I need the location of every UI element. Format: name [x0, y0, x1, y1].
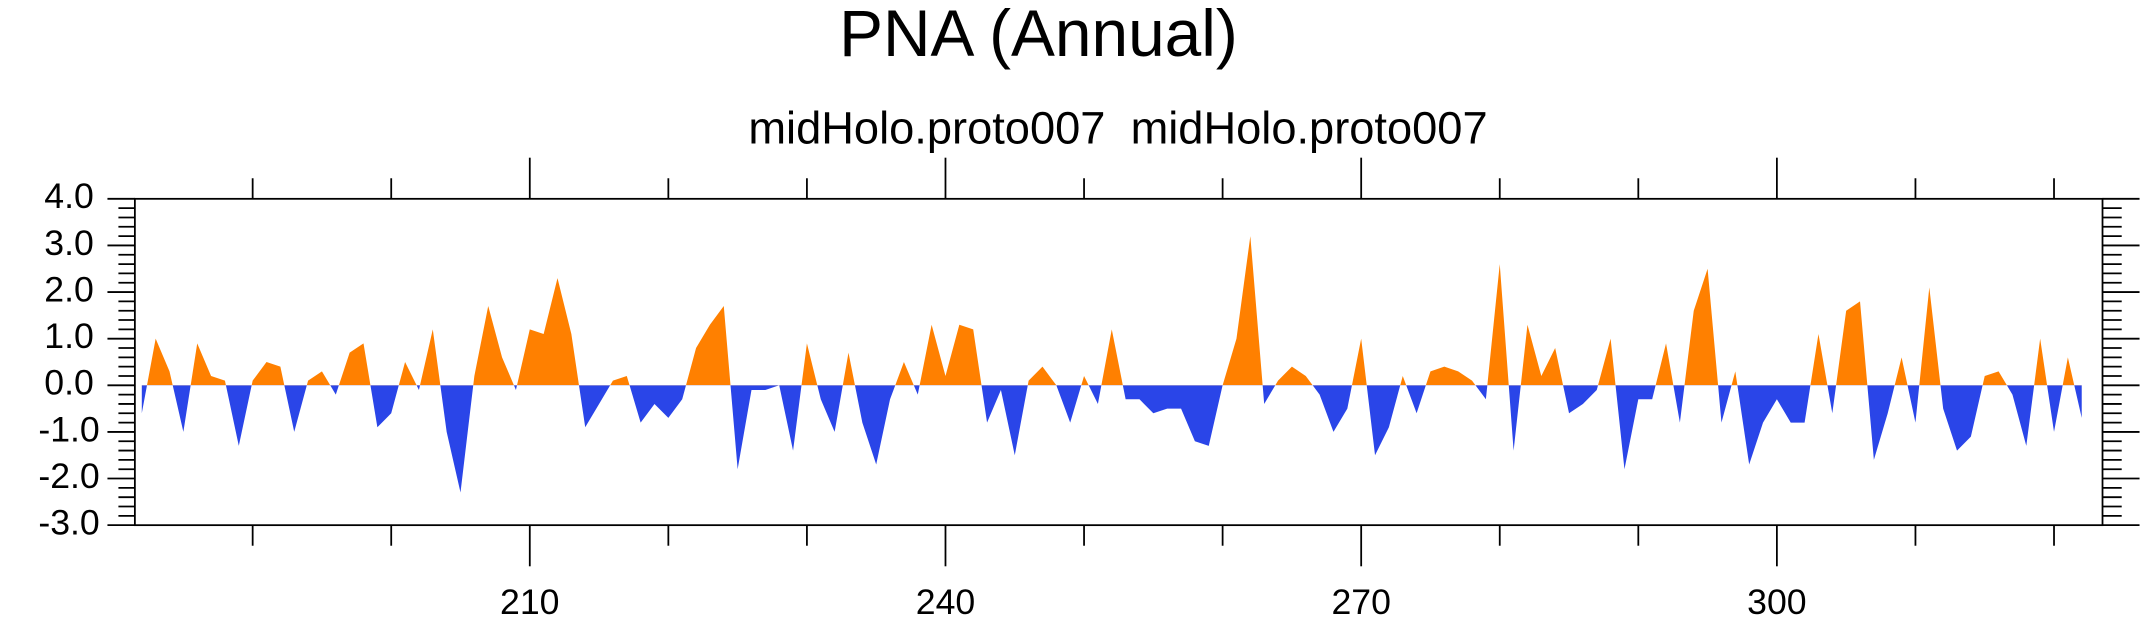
y-tick-label: 4.0: [44, 176, 94, 216]
y-tick-label: 3.0: [44, 223, 94, 263]
y-tick-label: 1.0: [44, 316, 94, 356]
y-tick-label: -3.0: [38, 503, 99, 543]
x-tick-label: 270: [1331, 582, 1390, 622]
chart-subtitle: midHolo.proto007 midHolo.proto007: [748, 103, 1487, 154]
x-tick-label: 240: [916, 582, 975, 622]
x-tick-label: 210: [500, 582, 559, 622]
plot-frame: [133, 197, 2104, 527]
positive-area: [141, 236, 2082, 386]
chart-title: PNA (Annual): [839, 0, 1238, 70]
x-tick-label: 300: [1747, 582, 1806, 622]
y-tick-label: -2.0: [38, 456, 99, 496]
y-tick-label: 0.0: [44, 363, 94, 403]
y-tick-label: 2.0: [44, 269, 94, 309]
y-tick-label: -1.0: [38, 409, 99, 449]
negative-area: [141, 385, 2082, 493]
